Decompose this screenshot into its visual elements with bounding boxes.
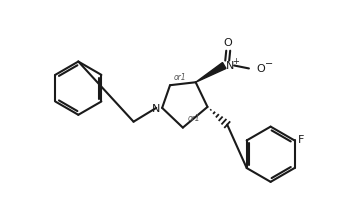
Text: +: + — [232, 57, 239, 66]
Text: O: O — [257, 64, 266, 74]
Text: −: − — [265, 60, 273, 70]
Text: F: F — [298, 135, 304, 145]
Polygon shape — [196, 63, 226, 82]
Text: O: O — [224, 38, 233, 48]
Text: or1: or1 — [174, 73, 186, 82]
Text: N: N — [226, 61, 235, 71]
Text: N: N — [152, 104, 160, 114]
Text: or1: or1 — [187, 114, 200, 123]
